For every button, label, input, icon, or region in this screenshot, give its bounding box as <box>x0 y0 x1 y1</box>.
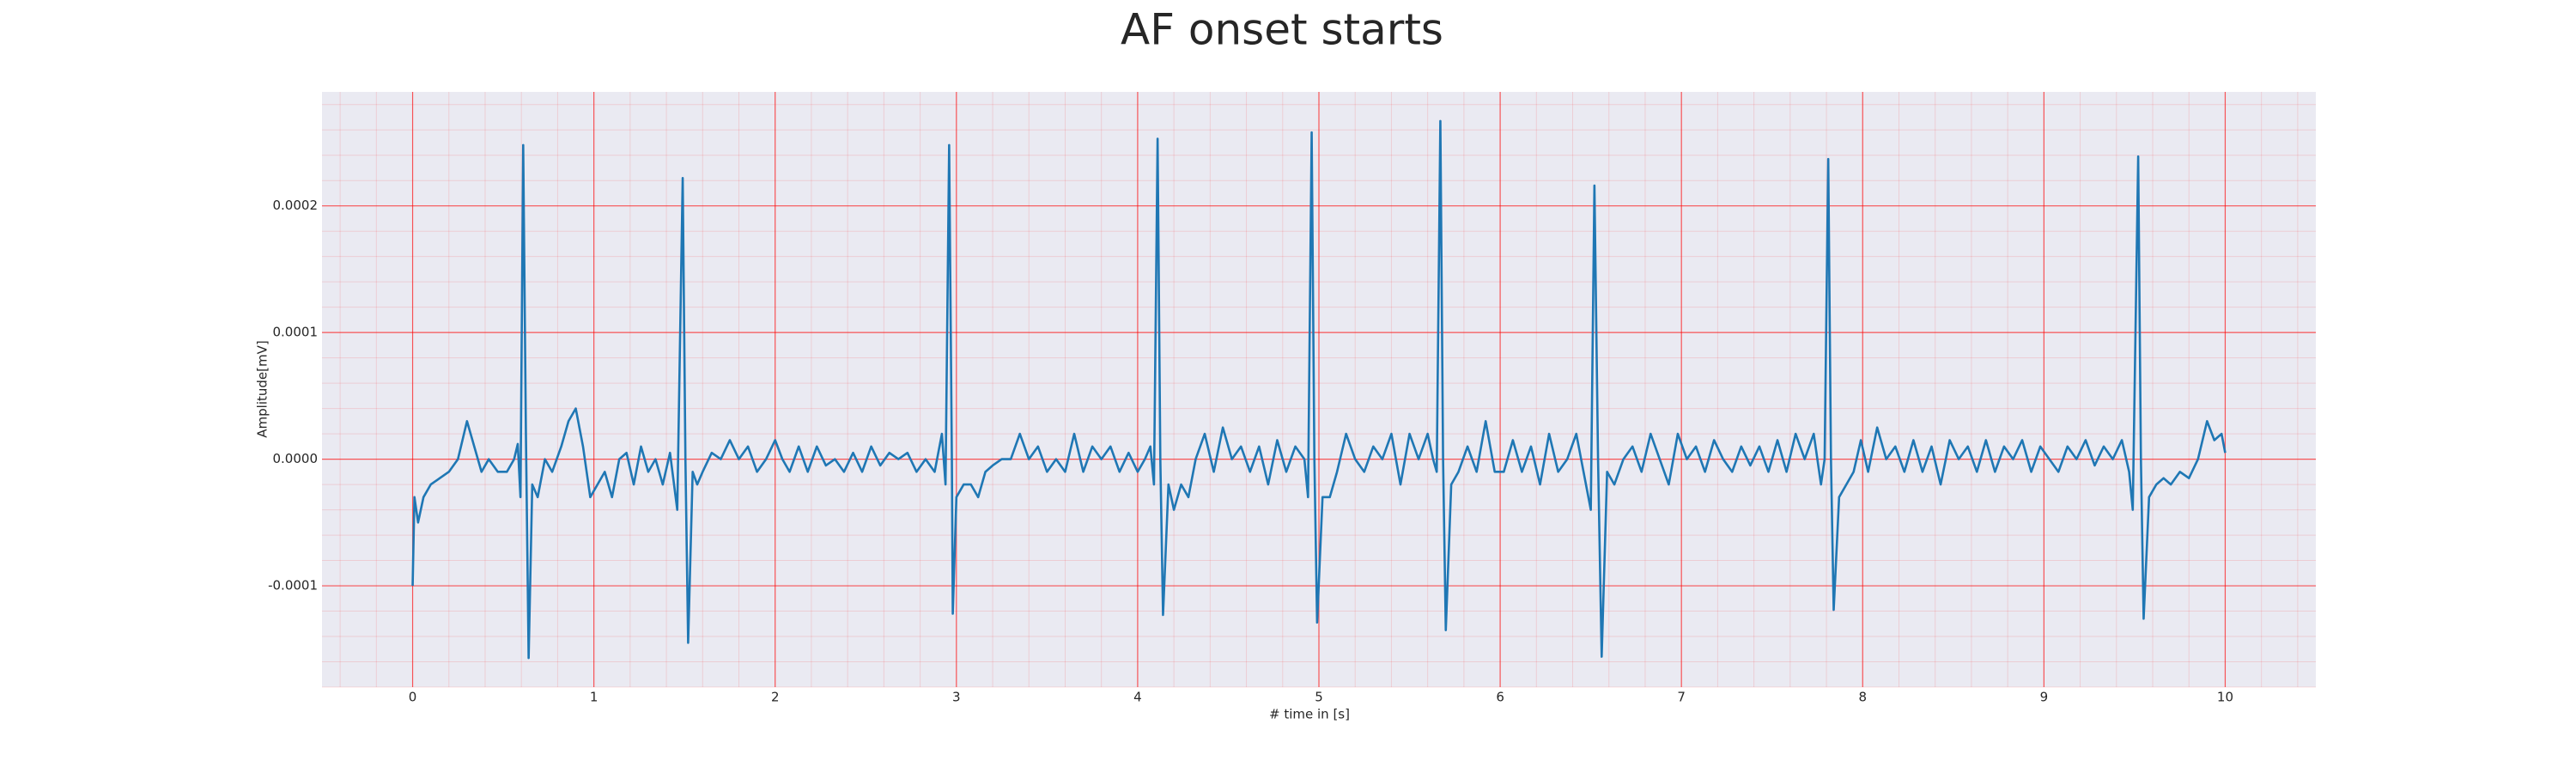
x-axis-label: # time in [s] <box>1269 707 1350 722</box>
ecg-line <box>411 119 2227 660</box>
x-tick-label: 0 <box>409 690 417 705</box>
chart-title: AF onset starts <box>1121 5 1443 55</box>
x-tick-label: 7 <box>1677 690 1686 705</box>
x-tick-label: 2 <box>771 690 780 705</box>
y-axis-label: Amplitude[mV] <box>255 340 270 437</box>
x-tick-label: 10 <box>2217 690 2233 705</box>
y-tick-label: 0.0001 <box>273 325 319 340</box>
x-tick-label: 5 <box>1315 690 1323 705</box>
x-tick-label: 4 <box>1133 690 1142 705</box>
x-tick-label: 9 <box>2040 690 2049 705</box>
x-tick-label: 8 <box>1858 690 1867 705</box>
x-tick-label: 3 <box>952 690 961 705</box>
x-tick-label: 6 <box>1496 690 1504 705</box>
y-tick-label: 0.0002 <box>273 198 319 213</box>
y-tick-label: 0.0000 <box>273 451 319 466</box>
y-tick-label: -0.0001 <box>268 578 318 593</box>
x-tick-label: 1 <box>590 690 598 705</box>
